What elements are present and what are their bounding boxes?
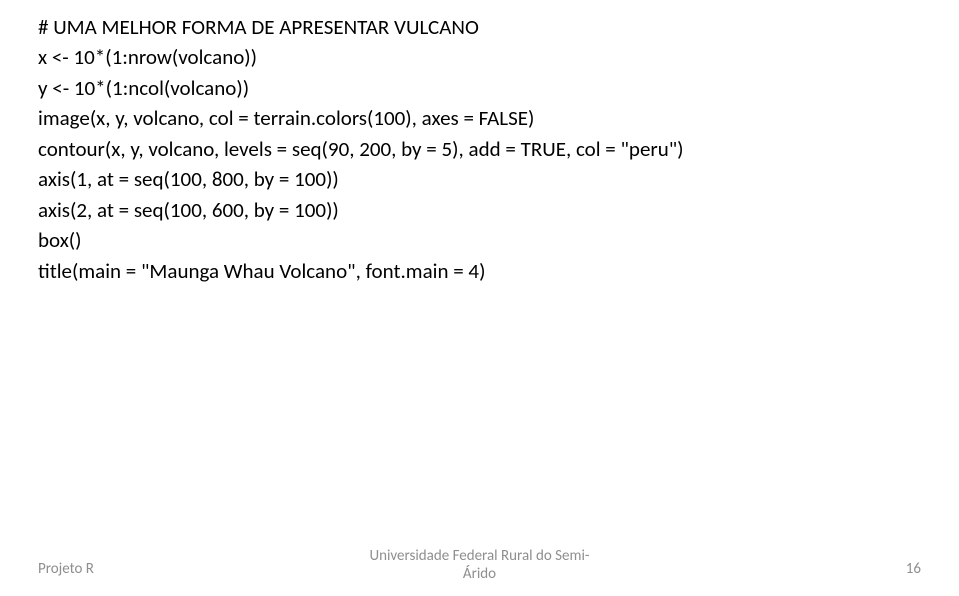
code-line: contour(x, y, volcano, levels = seq(90, …	[38, 134, 921, 164]
code-block: # UMA MELHOR FORMA DE APRESENTAR VULCANO…	[38, 12, 921, 286]
footer-institution-line1: Universidade Federal Rural do Semi-	[369, 547, 589, 565]
code-line: image(x, y, volcano, col = terrain.color…	[38, 103, 921, 133]
code-line: # UMA MELHOR FORMA DE APRESENTAR VULCANO	[38, 12, 921, 42]
code-line: y <- 10*(1:ncol(volcano))	[38, 73, 921, 103]
code-line: axis(2, at = seq(100, 600, by = 100))	[38, 195, 921, 225]
footer-institution: Universidade Federal Rural do Semi- Árid…	[0, 547, 959, 585]
footer-institution-line2: Árido	[463, 565, 496, 583]
footer-page-number: 16	[906, 560, 921, 578]
code-line: axis(1, at = seq(100, 800, by = 100))	[38, 164, 921, 194]
code-line: title(main = "Maunga Whau Volcano", font…	[38, 256, 921, 286]
code-line: box()	[38, 225, 921, 255]
code-line: x <- 10*(1:nrow(volcano))	[38, 42, 921, 72]
